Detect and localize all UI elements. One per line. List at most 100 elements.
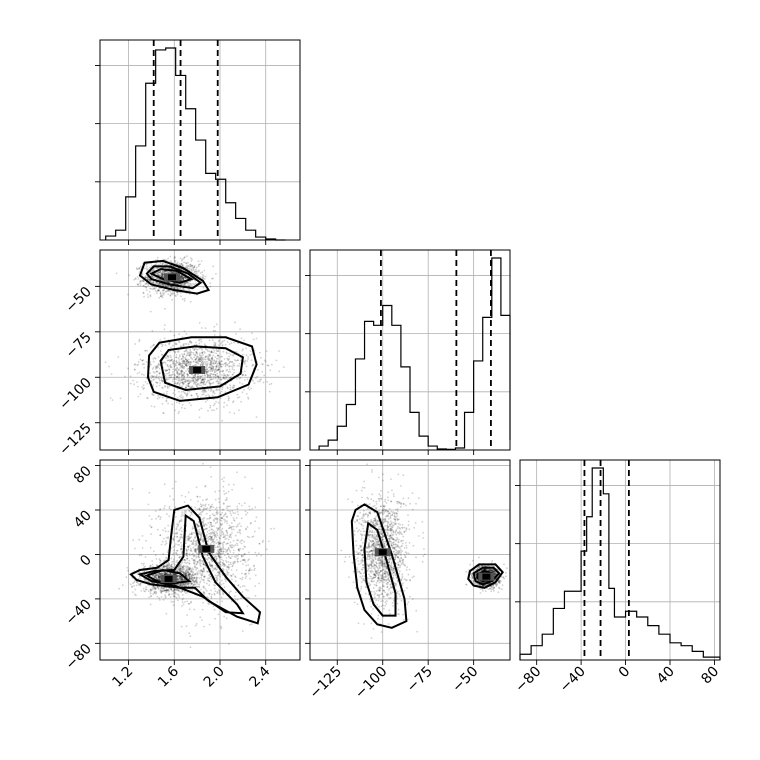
- scatter-point: [163, 507, 166, 510]
- scatter-point: [220, 379, 223, 381]
- scatter-point: [196, 379, 199, 381]
- scatter-point: [178, 354, 181, 356]
- scatter-point: [178, 376, 181, 379]
- scatter-point: [206, 357, 209, 360]
- scatter-point: [158, 558, 161, 560]
- scatter-point: [185, 387, 188, 389]
- scatter-point: [176, 526, 178, 528]
- scatter-point: [174, 595, 177, 598]
- scatter-point: [202, 363, 205, 365]
- scatter-point: [188, 382, 190, 385]
- scatter-point: [169, 572, 172, 574]
- scatter-point: [194, 359, 197, 361]
- scatter-point: [164, 356, 167, 359]
- scatter-point: [203, 380, 206, 382]
- scatter-point: [201, 349, 203, 351]
- scatter-point: [150, 595, 152, 598]
- scatter-point: [201, 518, 203, 521]
- scatter-point: [200, 533, 203, 536]
- scatter-point: [181, 404, 184, 406]
- scatter-point: [172, 368, 175, 371]
- scatter-point: [159, 295, 162, 298]
- scatter-point: [175, 543, 177, 545]
- scatter-point: [142, 284, 145, 287]
- scatter-point: [192, 360, 195, 363]
- scatter-point: [182, 603, 185, 606]
- scatter-point: [161, 572, 164, 575]
- scatter-point: [194, 358, 197, 361]
- scatter-point: [148, 596, 151, 599]
- scatter-point: [168, 385, 171, 388]
- scatter-point: [188, 576, 191, 578]
- scatter-point: [184, 565, 187, 568]
- scatter-point: [180, 377, 183, 380]
- scatter-point: [262, 363, 264, 366]
- scatter-point: [158, 572, 161, 575]
- scatter-point: [162, 571, 165, 574]
- scatter-point: [167, 573, 169, 576]
- scatter-point: [168, 378, 170, 380]
- scatter-point: [153, 281, 155, 284]
- scatter-point: [133, 584, 136, 587]
- scatter-point: [216, 534, 219, 537]
- scatter-point: [229, 371, 232, 373]
- scatter-point: [161, 274, 164, 276]
- scatter-point: [232, 384, 235, 387]
- scatter-point: [158, 576, 161, 579]
- scatter-point: [143, 570, 146, 572]
- scatter-point: [177, 594, 180, 597]
- scatter-point: [167, 359, 170, 362]
- scatter-point: [202, 379, 205, 381]
- scatter-point: [178, 575, 181, 577]
- scatter-point: [204, 375, 207, 377]
- scatter-point: [232, 561, 235, 564]
- scatter-point: [181, 366, 183, 369]
- scatter-point: [175, 353, 178, 356]
- scatter-point: [183, 510, 186, 512]
- scatter-point: [219, 542, 222, 545]
- scatter-point: [154, 287, 157, 290]
- scatter-point: [204, 327, 207, 329]
- scatter-point: [188, 562, 191, 565]
- scatter-point: [152, 277, 155, 279]
- scatter-point: [172, 362, 174, 365]
- scatter-point: [152, 285, 154, 288]
- scatter-point: [219, 556, 222, 558]
- scatter-point: [235, 333, 237, 335]
- scatter-point: [206, 373, 209, 376]
- scatter-point: [162, 272, 165, 275]
- scatter-point: [217, 553, 220, 556]
- scatter-point: [174, 368, 177, 371]
- scatter-point: [194, 377, 196, 380]
- scatter-point: [144, 276, 147, 279]
- scatter-point: [200, 347, 203, 350]
- scatter-point: [139, 358, 142, 361]
- scatter-point: [209, 563, 211, 565]
- panel-frame: [99, 249, 301, 451]
- scatter-point: [247, 386, 250, 389]
- scatter-point: [147, 503, 150, 506]
- scatter-point: [152, 375, 154, 378]
- scatter-point: [219, 392, 222, 395]
- scatter-point: [175, 570, 178, 572]
- scatter-point: [197, 378, 200, 380]
- scatter-point: [183, 353, 186, 355]
- scatter-point: [200, 359, 202, 362]
- scatter-point: [158, 599, 161, 601]
- scatter-point: [177, 368, 180, 371]
- scatter-point: [155, 587, 157, 590]
- scatter-point: [187, 384, 190, 387]
- scatter-point: [184, 364, 187, 366]
- scatter-point: [185, 384, 188, 387]
- scatter-point: [154, 376, 157, 378]
- scatter-point: [179, 575, 182, 577]
- scatter-point: [178, 267, 181, 270]
- scatter-point: [165, 591, 167, 594]
- scatter-point: [217, 369, 220, 371]
- scatter-point: [196, 392, 198, 395]
- scatter-point: [158, 379, 161, 382]
- scatter-point: [218, 542, 221, 545]
- scatter-point: [181, 277, 184, 280]
- scatter-point: [191, 284, 193, 287]
- scatter-point: [210, 350, 213, 353]
